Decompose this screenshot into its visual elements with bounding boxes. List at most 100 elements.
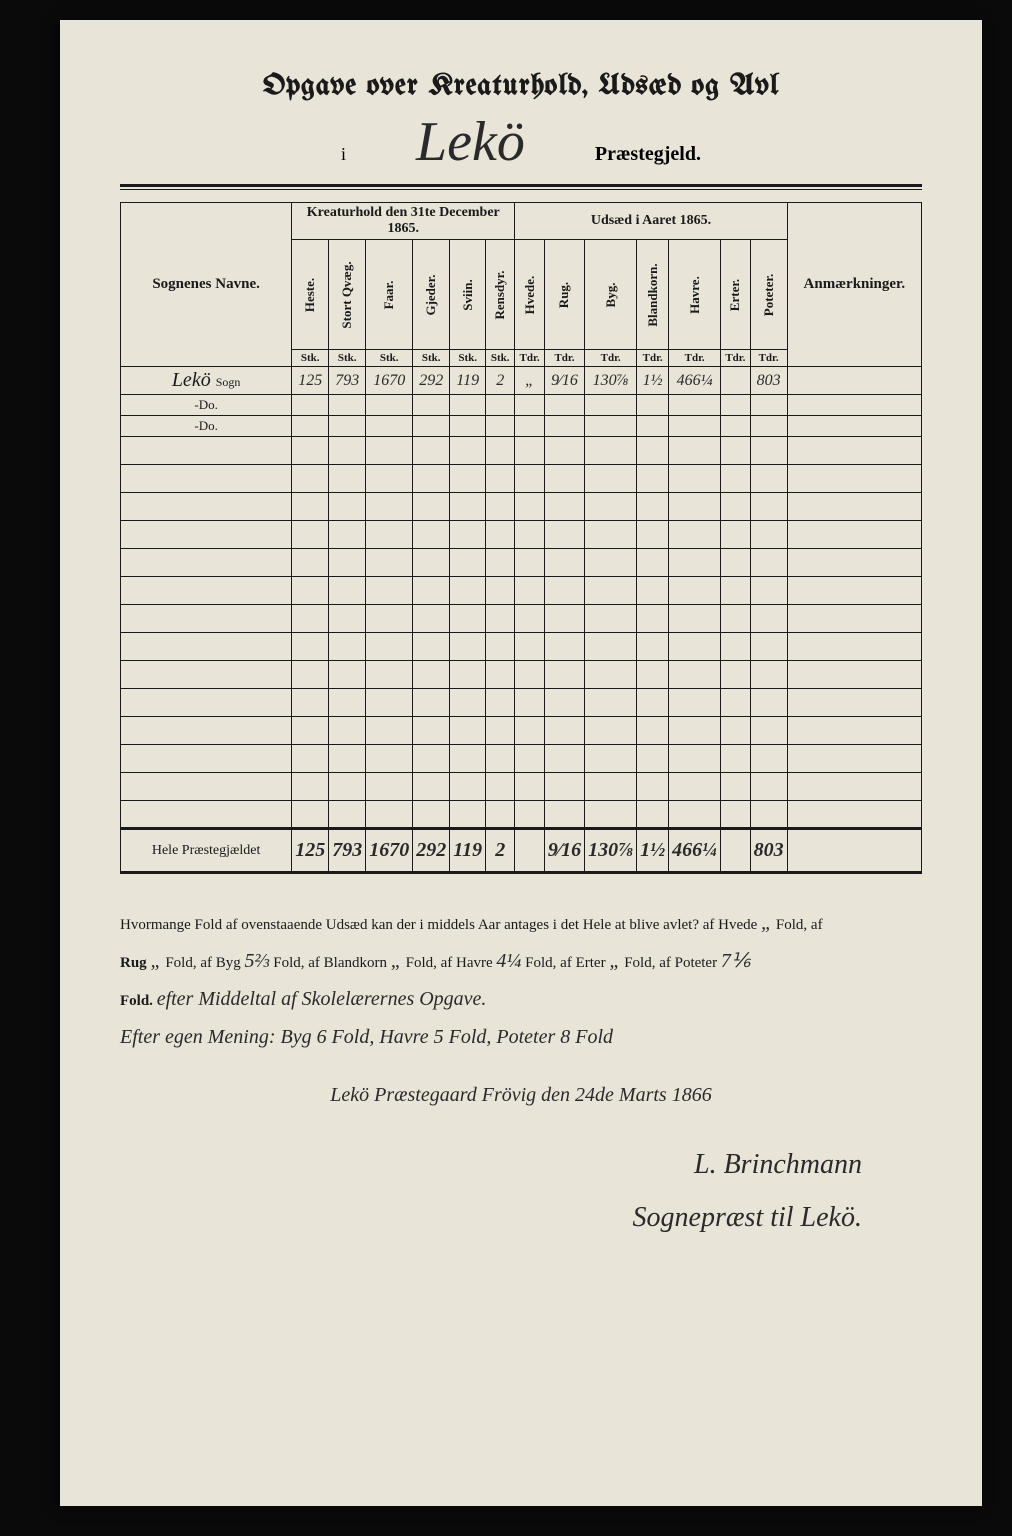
- table-body: Lekö Sogn12579316702921192„9⁄16130⅞1½466…: [121, 367, 922, 873]
- unit: Tdr.: [544, 350, 584, 367]
- cell-blank: [787, 465, 921, 493]
- cell-blank: [121, 437, 292, 465]
- cell-blank: [121, 605, 292, 633]
- cell-blank: [750, 521, 787, 549]
- cell-blank: [544, 773, 584, 801]
- cell: [669, 416, 721, 437]
- cell-blank: [292, 745, 329, 773]
- cell: [637, 416, 669, 437]
- cell: [329, 395, 366, 416]
- cell-blank: [585, 493, 637, 521]
- cell: [585, 416, 637, 437]
- cell-blank: [787, 521, 921, 549]
- total-cell: 466¼: [669, 829, 721, 873]
- cell: [637, 395, 669, 416]
- census-table: Sognenes Navne. Kreaturhold den 31te Dec…: [120, 202, 922, 874]
- cell-blank: [366, 773, 413, 801]
- col-sviin: Sviin.: [450, 240, 486, 350]
- cell: [292, 395, 329, 416]
- cell: „: [515, 367, 544, 395]
- total-cell: 1½: [637, 829, 669, 873]
- cell-blank: [637, 465, 669, 493]
- cell-blank: [121, 689, 292, 717]
- col-rensdyr: Rensdyr.: [486, 240, 515, 350]
- cell-blank: [669, 465, 721, 493]
- cell-blank: [450, 661, 486, 689]
- cell-blank: [585, 437, 637, 465]
- cell-blank: [721, 661, 750, 689]
- cell: [721, 367, 750, 395]
- cell-blank: [486, 633, 515, 661]
- cell-blank: [637, 493, 669, 521]
- col-havre: Havre.: [669, 240, 721, 350]
- rule-thick: [120, 184, 922, 187]
- cell-blank: [121, 717, 292, 745]
- cell-blank: [750, 493, 787, 521]
- cell-blank: [585, 605, 637, 633]
- cell-blank: [329, 633, 366, 661]
- table-row-blank: [121, 689, 922, 717]
- annot-cell: [787, 416, 921, 437]
- cell-blank: [515, 745, 544, 773]
- cell-blank: [544, 633, 584, 661]
- cell: [413, 395, 450, 416]
- unit: Tdr.: [515, 350, 544, 367]
- cell-blank: [544, 801, 584, 829]
- cell-blank: [486, 717, 515, 745]
- cell-blank: [366, 549, 413, 577]
- cell-blank: [292, 493, 329, 521]
- cell-blank: [721, 577, 750, 605]
- cell-blank: [413, 633, 450, 661]
- cell-blank: [721, 549, 750, 577]
- col-faar: Faar.: [366, 240, 413, 350]
- cell: 1½: [637, 367, 669, 395]
- cell-blank: [669, 633, 721, 661]
- table-row-blank: [121, 577, 922, 605]
- cell-blank: [292, 437, 329, 465]
- total-cell: 793: [329, 829, 366, 873]
- cell-blank: [292, 633, 329, 661]
- cell: [515, 395, 544, 416]
- row-header: Sognenes Navne.: [121, 203, 292, 367]
- cell-blank: [544, 605, 584, 633]
- cell-blank: [450, 689, 486, 717]
- cell-blank: [669, 773, 721, 801]
- col-blandkorn: Blandkorn.: [637, 240, 669, 350]
- total-cell: [721, 829, 750, 873]
- total-cell: 292: [413, 829, 450, 873]
- unit: Tdr.: [721, 350, 750, 367]
- cell-blank: [413, 465, 450, 493]
- cell-blank: [787, 717, 921, 745]
- cell-blank: [413, 437, 450, 465]
- cell-blank: [486, 493, 515, 521]
- cell: 2: [486, 367, 515, 395]
- cell: 292: [413, 367, 450, 395]
- cell-blank: [637, 773, 669, 801]
- cell: [750, 416, 787, 437]
- table-row-blank: [121, 521, 922, 549]
- cell-blank: [515, 521, 544, 549]
- cell: 9⁄16: [544, 367, 584, 395]
- unit: Stk.: [450, 350, 486, 367]
- cell-blank: [121, 493, 292, 521]
- cell: 466¼: [669, 367, 721, 395]
- cell-blank: [413, 661, 450, 689]
- cell-blank: [121, 549, 292, 577]
- cell-blank: [329, 605, 366, 633]
- cell-blank: [750, 773, 787, 801]
- col-rug: Rug.: [544, 240, 584, 350]
- cell: [544, 395, 584, 416]
- cell-blank: [669, 549, 721, 577]
- prefix-i: i: [341, 144, 346, 165]
- table-row-blank: [121, 465, 922, 493]
- col-qvaeg: Stort Qvæg.: [329, 240, 366, 350]
- cell-blank: [450, 465, 486, 493]
- cell-blank: [669, 605, 721, 633]
- col-byg: Byg.: [585, 240, 637, 350]
- cell: 803: [750, 367, 787, 395]
- cell-blank: [486, 437, 515, 465]
- unit: Tdr.: [637, 350, 669, 367]
- title-block: Opgave over Kreaturhold, Udsæd og Avl i …: [120, 70, 922, 174]
- cell-blank: [750, 661, 787, 689]
- cell-blank: [750, 801, 787, 829]
